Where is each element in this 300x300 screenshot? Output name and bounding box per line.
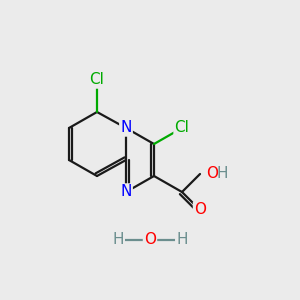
Text: H: H bbox=[216, 167, 227, 182]
Text: O: O bbox=[144, 232, 156, 247]
Text: Cl: Cl bbox=[90, 73, 104, 88]
Text: N: N bbox=[120, 184, 132, 200]
Text: Cl: Cl bbox=[175, 121, 189, 136]
Text: H: H bbox=[176, 232, 188, 247]
Text: O: O bbox=[194, 202, 206, 217]
Text: O: O bbox=[206, 167, 218, 182]
Text: N: N bbox=[120, 121, 132, 136]
Text: H: H bbox=[112, 232, 124, 247]
